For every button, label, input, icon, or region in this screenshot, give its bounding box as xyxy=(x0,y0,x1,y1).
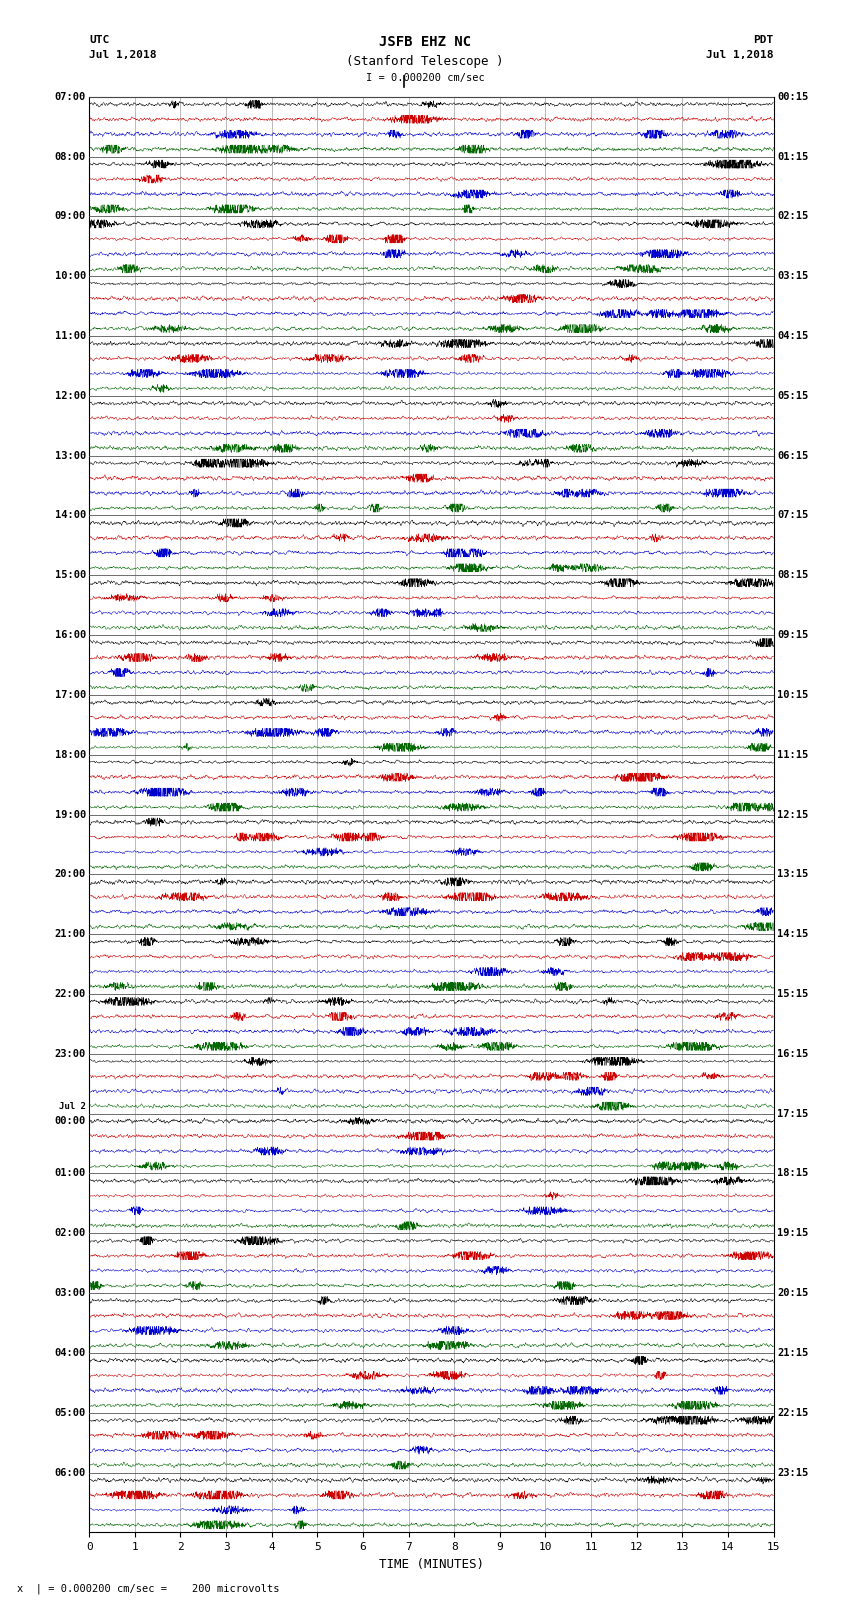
Text: (Stanford Telescope ): (Stanford Telescope ) xyxy=(346,55,504,68)
Text: 13:00: 13:00 xyxy=(54,450,86,461)
Text: 19:15: 19:15 xyxy=(777,1227,808,1239)
Text: 20:00: 20:00 xyxy=(54,869,86,879)
Text: 07:00: 07:00 xyxy=(54,92,86,102)
Text: 00:00: 00:00 xyxy=(54,1116,86,1126)
Text: 04:00: 04:00 xyxy=(54,1348,86,1358)
Text: 02:15: 02:15 xyxy=(777,211,808,221)
Text: 21:00: 21:00 xyxy=(54,929,86,939)
Text: 16:00: 16:00 xyxy=(54,631,86,640)
Text: 14:00: 14:00 xyxy=(54,510,86,521)
Text: 02:00: 02:00 xyxy=(54,1227,86,1239)
Text: 12:00: 12:00 xyxy=(54,390,86,402)
Text: 17:00: 17:00 xyxy=(54,690,86,700)
Text: 06:15: 06:15 xyxy=(777,450,808,461)
Text: Jul 1,2018: Jul 1,2018 xyxy=(706,50,774,60)
Text: 00:15: 00:15 xyxy=(777,92,808,102)
Text: 12:15: 12:15 xyxy=(777,810,808,819)
Text: 01:15: 01:15 xyxy=(777,152,808,161)
Text: Jul 1,2018: Jul 1,2018 xyxy=(89,50,156,60)
Text: 04:15: 04:15 xyxy=(777,331,808,340)
Text: 16:15: 16:15 xyxy=(777,1048,808,1058)
Text: 09:15: 09:15 xyxy=(777,631,808,640)
Text: 05:00: 05:00 xyxy=(54,1408,86,1418)
Text: 09:00: 09:00 xyxy=(54,211,86,221)
Text: x  | = 0.000200 cm/sec =    200 microvolts: x | = 0.000200 cm/sec = 200 microvolts xyxy=(17,1582,280,1594)
Text: 22:00: 22:00 xyxy=(54,989,86,998)
Text: 17:15: 17:15 xyxy=(777,1108,808,1119)
Text: 03:15: 03:15 xyxy=(777,271,808,281)
Text: 14:15: 14:15 xyxy=(777,929,808,939)
Text: I = 0.000200 cm/sec: I = 0.000200 cm/sec xyxy=(366,73,484,82)
Text: Jul 2: Jul 2 xyxy=(59,1102,86,1111)
Text: 10:00: 10:00 xyxy=(54,271,86,281)
Text: 05:15: 05:15 xyxy=(777,390,808,402)
Text: UTC: UTC xyxy=(89,35,110,45)
Text: 11:15: 11:15 xyxy=(777,750,808,760)
Text: 19:00: 19:00 xyxy=(54,810,86,819)
Text: 06:00: 06:00 xyxy=(54,1468,86,1478)
Text: 23:00: 23:00 xyxy=(54,1048,86,1058)
Text: 08:00: 08:00 xyxy=(54,152,86,161)
Text: 15:00: 15:00 xyxy=(54,571,86,581)
Text: 20:15: 20:15 xyxy=(777,1289,808,1298)
Text: 15:15: 15:15 xyxy=(777,989,808,998)
Text: PDT: PDT xyxy=(753,35,774,45)
Text: 10:15: 10:15 xyxy=(777,690,808,700)
Text: 01:00: 01:00 xyxy=(54,1168,86,1179)
Text: 03:00: 03:00 xyxy=(54,1289,86,1298)
X-axis label: TIME (MINUTES): TIME (MINUTES) xyxy=(379,1558,484,1571)
Text: 18:15: 18:15 xyxy=(777,1168,808,1179)
Text: 23:15: 23:15 xyxy=(777,1468,808,1478)
Text: 22:15: 22:15 xyxy=(777,1408,808,1418)
Text: 07:15: 07:15 xyxy=(777,510,808,521)
Text: 08:15: 08:15 xyxy=(777,571,808,581)
Text: 18:00: 18:00 xyxy=(54,750,86,760)
Text: 13:15: 13:15 xyxy=(777,869,808,879)
Text: 21:15: 21:15 xyxy=(777,1348,808,1358)
Text: 11:00: 11:00 xyxy=(54,331,86,340)
Text: JSFB EHZ NC: JSFB EHZ NC xyxy=(379,35,471,50)
